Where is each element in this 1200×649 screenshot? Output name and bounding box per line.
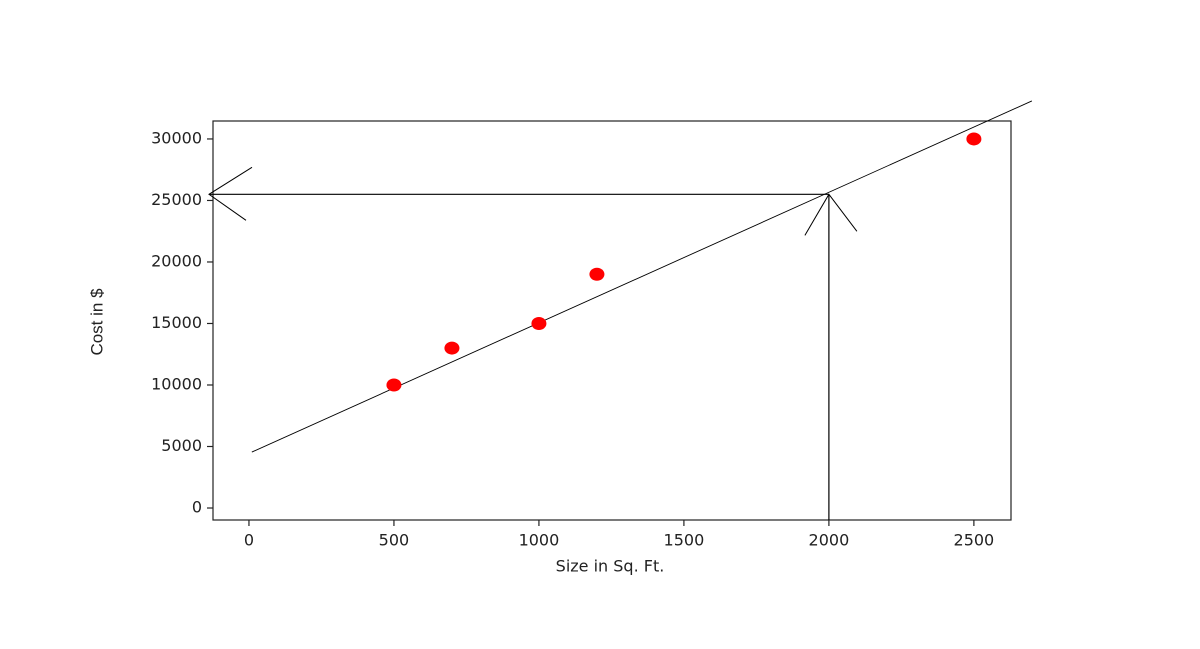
y-tick-label: 25000 [151,190,202,209]
y-tick-label: 30000 [151,128,202,147]
y-axis-label: Cost in $ [87,288,106,356]
fit-line [251,100,1033,453]
x-tick-label: 1500 [664,531,705,550]
y-tick-label: 10000 [151,374,202,393]
y-tick-label: 0 [192,498,202,517]
x-tick-label: 0 [244,531,254,550]
data-point [444,341,460,355]
arrow-head [208,166,253,221]
x-axis-label: Size in Sq. Ft. [556,557,665,576]
x-tick-label: 500 [379,531,410,550]
arrow-head [804,193,858,236]
y-tick-label: 15000 [151,313,202,332]
data-point [531,316,547,330]
y-tick-label: 20000 [151,251,202,270]
plot-frame [212,120,1012,521]
x-tick-label: 2000 [809,531,850,550]
data-point [589,267,605,281]
y-tick-label: 5000 [161,436,202,455]
x-tick-label: 1000 [519,531,560,550]
data-point [966,132,982,146]
data-point [386,378,402,392]
x-tick-label: 2500 [954,531,995,550]
